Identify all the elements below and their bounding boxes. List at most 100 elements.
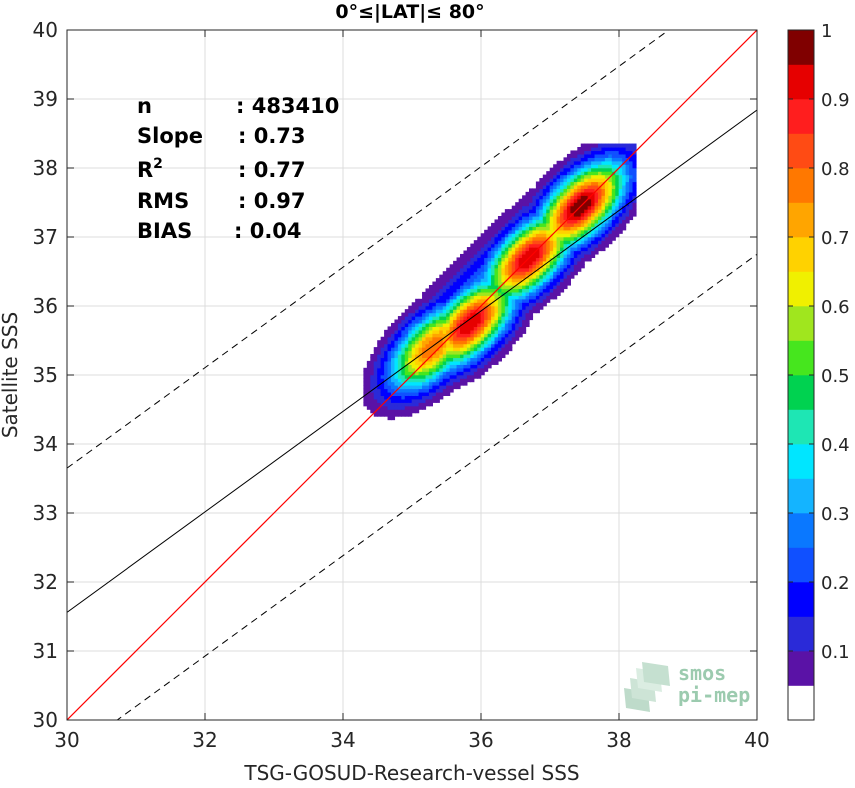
density-cell <box>401 350 406 355</box>
density-cell <box>470 378 475 383</box>
density-cell <box>428 333 433 338</box>
density-cell <box>504 226 509 231</box>
density-cell <box>418 312 423 317</box>
density-cell <box>453 309 458 314</box>
density-cell <box>511 298 516 303</box>
density-cell <box>415 309 420 314</box>
density-cell <box>546 198 551 203</box>
density-cell <box>511 322 516 327</box>
density-cell <box>573 202 578 207</box>
density-cell <box>508 253 513 258</box>
density-cell <box>560 264 565 269</box>
density-cell <box>449 336 454 341</box>
density-cell <box>453 354 458 359</box>
density-cell <box>591 250 596 255</box>
density-cell <box>404 412 409 417</box>
density-cell <box>425 391 430 396</box>
density-cell <box>553 247 558 252</box>
density-cell <box>594 236 599 241</box>
density-cell <box>456 367 461 372</box>
density-cell <box>560 205 565 210</box>
density-cell <box>532 243 537 248</box>
density-cell <box>522 216 527 221</box>
colorbar-tick-label: 0.7 <box>821 228 850 249</box>
density-cell <box>584 167 589 172</box>
density-cell <box>566 240 571 245</box>
density-cell <box>532 209 537 214</box>
density-cell <box>570 205 575 210</box>
density-cell <box>553 216 558 221</box>
density-cell <box>611 184 616 189</box>
density-cell <box>577 171 582 176</box>
density-cell <box>366 360 371 365</box>
density-cell <box>556 260 561 265</box>
density-cell <box>618 226 623 231</box>
colorbar-segment <box>788 237 814 272</box>
density-cell <box>522 233 527 238</box>
density-cell <box>504 209 509 214</box>
density-cell <box>532 302 537 307</box>
density-cell <box>522 281 527 286</box>
density-cell <box>591 160 596 165</box>
density-cell <box>546 212 551 217</box>
density-cell <box>484 336 489 341</box>
density-cell <box>556 195 561 200</box>
density-cell <box>542 216 547 221</box>
density-cell <box>456 336 461 341</box>
density-cell <box>442 354 447 359</box>
density-cell <box>428 329 433 334</box>
density-cell <box>535 291 540 296</box>
density-cell <box>535 236 540 241</box>
density-cell <box>408 343 413 348</box>
density-cell <box>532 264 537 269</box>
density-cell <box>615 178 620 183</box>
density-cell <box>456 347 461 352</box>
density-cell <box>525 191 530 196</box>
density-cell <box>515 240 520 245</box>
density-cell <box>525 233 530 238</box>
density-cell <box>535 271 540 276</box>
density-cell <box>494 329 499 334</box>
density-cell <box>598 226 603 231</box>
density-cell <box>518 329 523 334</box>
density-cell <box>577 178 582 183</box>
density-cell <box>418 322 423 327</box>
density-cell <box>377 367 382 372</box>
density-cell <box>449 385 454 390</box>
density-cell <box>556 209 561 214</box>
density-cell <box>466 288 471 293</box>
density-cell <box>501 229 506 234</box>
density-cell <box>439 291 444 296</box>
density-cell <box>408 354 413 359</box>
density-cell <box>522 247 527 252</box>
density-cell <box>494 219 499 224</box>
density-cell <box>522 326 527 331</box>
density-cell <box>629 147 634 152</box>
colorbar-segment <box>788 340 814 376</box>
density-cell <box>453 271 458 276</box>
density-cell <box>511 319 516 324</box>
density-cell <box>577 167 582 172</box>
density-cell <box>425 381 430 386</box>
density-cell <box>511 302 516 307</box>
density-cell <box>411 316 416 321</box>
density-cell <box>525 264 530 269</box>
density-cell <box>484 240 489 245</box>
density-cell <box>549 181 554 186</box>
density-cell <box>494 240 499 245</box>
stat-value: : 0.04 <box>234 219 302 243</box>
density-cell <box>425 288 430 293</box>
density-cell <box>525 312 530 317</box>
density-cell <box>539 264 544 269</box>
colorbar-segment <box>788 478 814 514</box>
density-cell <box>518 305 523 310</box>
density-cell <box>460 316 465 321</box>
density-cell <box>428 295 433 300</box>
density-cell <box>391 405 396 410</box>
density-cell <box>432 398 437 403</box>
density-cell <box>470 271 475 276</box>
density-cell <box>377 350 382 355</box>
density-cell <box>556 247 561 252</box>
density-cell <box>463 291 468 296</box>
density-cell <box>560 219 565 224</box>
